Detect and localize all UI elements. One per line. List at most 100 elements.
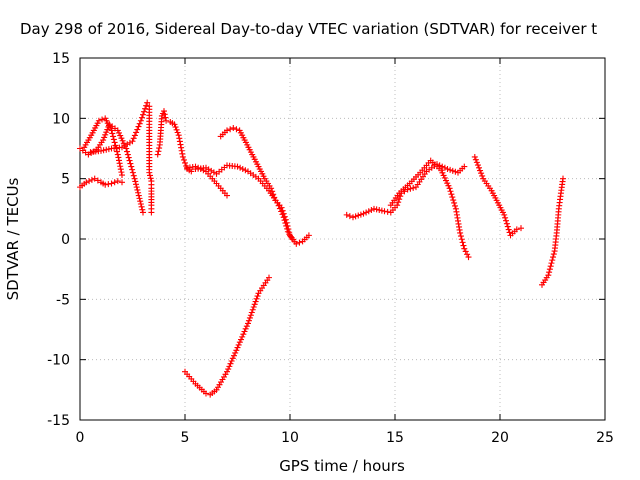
data-point [179, 153, 186, 160]
data-point [397, 193, 404, 200]
data-point [179, 150, 186, 157]
data-point [172, 124, 179, 131]
data-point [233, 126, 240, 133]
data-point [127, 160, 134, 167]
data-point [114, 178, 121, 185]
data-point [118, 135, 125, 142]
data-point [365, 208, 372, 215]
data-point [146, 169, 153, 176]
data-point [111, 179, 118, 186]
axis-ticks: 0 5 10 15 20 25 -15 -10 -5 0 5 10 15 [47, 51, 614, 446]
data-point [350, 214, 356, 221]
data-point [102, 181, 109, 188]
data-point [94, 177, 101, 184]
data-point [136, 195, 143, 202]
data-series [387, 157, 472, 261]
data-point [161, 111, 168, 118]
data-point [224, 127, 230, 134]
data-point [227, 360, 234, 367]
data-point [98, 147, 104, 154]
data-point [101, 134, 108, 141]
data-point [108, 180, 115, 187]
data-point [105, 181, 112, 188]
data-point [460, 242, 467, 249]
data-point [154, 151, 161, 158]
data-point [452, 202, 458, 209]
y-tick-label: 10 [52, 111, 70, 127]
data-point [549, 257, 556, 264]
data-point [137, 201, 144, 208]
data-point [438, 167, 445, 174]
data-point [457, 229, 464, 236]
data-series [87, 99, 151, 156]
data-point [248, 309, 255, 316]
data-point [232, 349, 239, 356]
data-point [147, 172, 153, 179]
data-point [143, 102, 150, 109]
data-point [231, 352, 237, 359]
data-point [465, 254, 472, 261]
data-point [286, 229, 293, 236]
data-point [396, 196, 403, 203]
data-point [109, 130, 116, 137]
data-point [461, 163, 468, 170]
data-series [539, 175, 566, 288]
data-point [171, 121, 178, 128]
data-point [447, 188, 454, 195]
data-point [117, 132, 124, 139]
data-point [457, 233, 464, 240]
data-point [182, 159, 188, 166]
y-tick-label: 15 [52, 51, 70, 67]
data-point [136, 120, 143, 127]
data-point [459, 239, 466, 246]
data-point [439, 163, 446, 170]
data-point [177, 141, 184, 148]
data-point [474, 162, 481, 169]
data-point [125, 154, 132, 161]
data-point [368, 207, 375, 214]
data-point [503, 217, 509, 224]
data-point [282, 216, 289, 223]
data-point [176, 135, 183, 142]
data-point [161, 108, 167, 115]
data-point [384, 208, 391, 215]
data-point [108, 127, 115, 134]
data-point [346, 213, 353, 220]
data-series [77, 121, 146, 216]
data-point [100, 137, 107, 144]
data-point [116, 157, 122, 164]
data-point [176, 138, 183, 145]
data-point [371, 205, 377, 212]
data-point [103, 146, 110, 153]
data-point [513, 226, 520, 233]
data-point [441, 164, 448, 171]
data-point [227, 126, 234, 133]
x-tick-label: 15 [386, 430, 404, 446]
y-axis-title: SDTVAR / TECUs [4, 177, 22, 300]
data-point [131, 175, 138, 182]
data-point [83, 179, 90, 186]
data-point [472, 156, 479, 163]
data-point [233, 347, 240, 354]
data-point [246, 314, 253, 321]
data-point [518, 225, 524, 232]
x-tick-label: 20 [491, 430, 509, 446]
data-point [140, 209, 146, 216]
data-point [249, 306, 256, 313]
data-point [407, 185, 414, 192]
data-point [550, 254, 557, 261]
data-point [446, 185, 453, 192]
data-point [560, 175, 566, 182]
data-point [550, 251, 557, 258]
data-point [105, 146, 112, 153]
data-point [118, 169, 125, 176]
data-point [376, 207, 383, 214]
data-point [175, 132, 182, 139]
data-point [546, 266, 553, 273]
data-point [129, 169, 136, 176]
data-point [253, 295, 260, 302]
data-point [142, 105, 149, 112]
data-point [504, 223, 511, 230]
data-series [471, 153, 524, 239]
data-point [547, 263, 554, 270]
